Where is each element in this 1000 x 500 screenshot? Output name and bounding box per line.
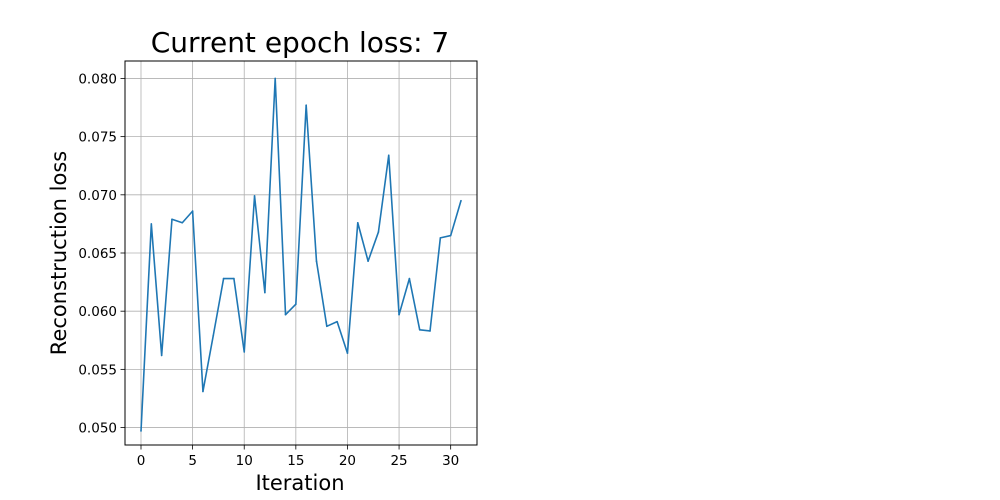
- data-point: [305, 104, 307, 107]
- x-tick-label: 0: [137, 453, 146, 469]
- data-point: [222, 277, 225, 280]
- data-point: [429, 330, 431, 332]
- data-point: [295, 303, 297, 306]
- axis-ticks: 0 5 10 15 20 25 30 0.050 0.055 0.060 0.065 0.070 0.0…: [78, 71, 459, 469]
- y-tick-label: 0.080: [78, 71, 117, 87]
- data-point: [202, 390, 204, 393]
- data-point: [439, 237, 442, 239]
- x-axis-label: Iteration: [255, 471, 344, 495]
- y-tick-label: 0.070: [78, 188, 117, 204]
- data-point: [264, 291, 266, 294]
- data-point: [243, 351, 246, 353]
- data-point: [460, 199, 462, 202]
- data-point: [191, 210, 194, 212]
- data-point: [315, 260, 318, 262]
- data-point: [274, 77, 276, 80]
- x-tick-label: 15: [287, 453, 304, 469]
- data-point: [212, 334, 215, 337]
- loss-series-line: [140, 77, 462, 432]
- series-group: [140, 77, 462, 432]
- x-tick-label: 5: [188, 453, 197, 469]
- y-tick-label: 0.065: [78, 246, 117, 262]
- data-point: [181, 221, 184, 224]
- data-point: [160, 354, 163, 357]
- data-point: [233, 277, 235, 280]
- data-point: [449, 234, 452, 237]
- data-point: [398, 313, 400, 316]
- y-tick-label: 0.055: [78, 362, 117, 378]
- data-point: [326, 325, 328, 328]
- y-tick-label: 0.075: [78, 130, 117, 146]
- x-tick-label: 10: [236, 453, 253, 469]
- data-point: [346, 352, 349, 354]
- data-point: [150, 223, 153, 225]
- data-point: [418, 329, 421, 331]
- data-point: [171, 218, 173, 221]
- x-tick-label: 20: [339, 453, 356, 469]
- data-point: [387, 154, 390, 157]
- data-point: [356, 221, 359, 224]
- y-tick-label: 0.060: [78, 304, 117, 320]
- y-tick-label: 0.050: [78, 421, 117, 437]
- data-point: [284, 313, 287, 316]
- grid-lines: [125, 61, 477, 445]
- data-point: [408, 277, 411, 280]
- chart-title: Current epoch loss: 7: [151, 26, 449, 59]
- y-axis-label: Reconstruction loss: [47, 151, 71, 355]
- data-point: [336, 320, 338, 323]
- data-point: [253, 195, 256, 197]
- data-point: [377, 231, 380, 233]
- data-point: [140, 430, 142, 432]
- x-tick-label: 25: [390, 453, 407, 469]
- x-tick-label: 30: [442, 453, 459, 469]
- data-point: [367, 260, 369, 262]
